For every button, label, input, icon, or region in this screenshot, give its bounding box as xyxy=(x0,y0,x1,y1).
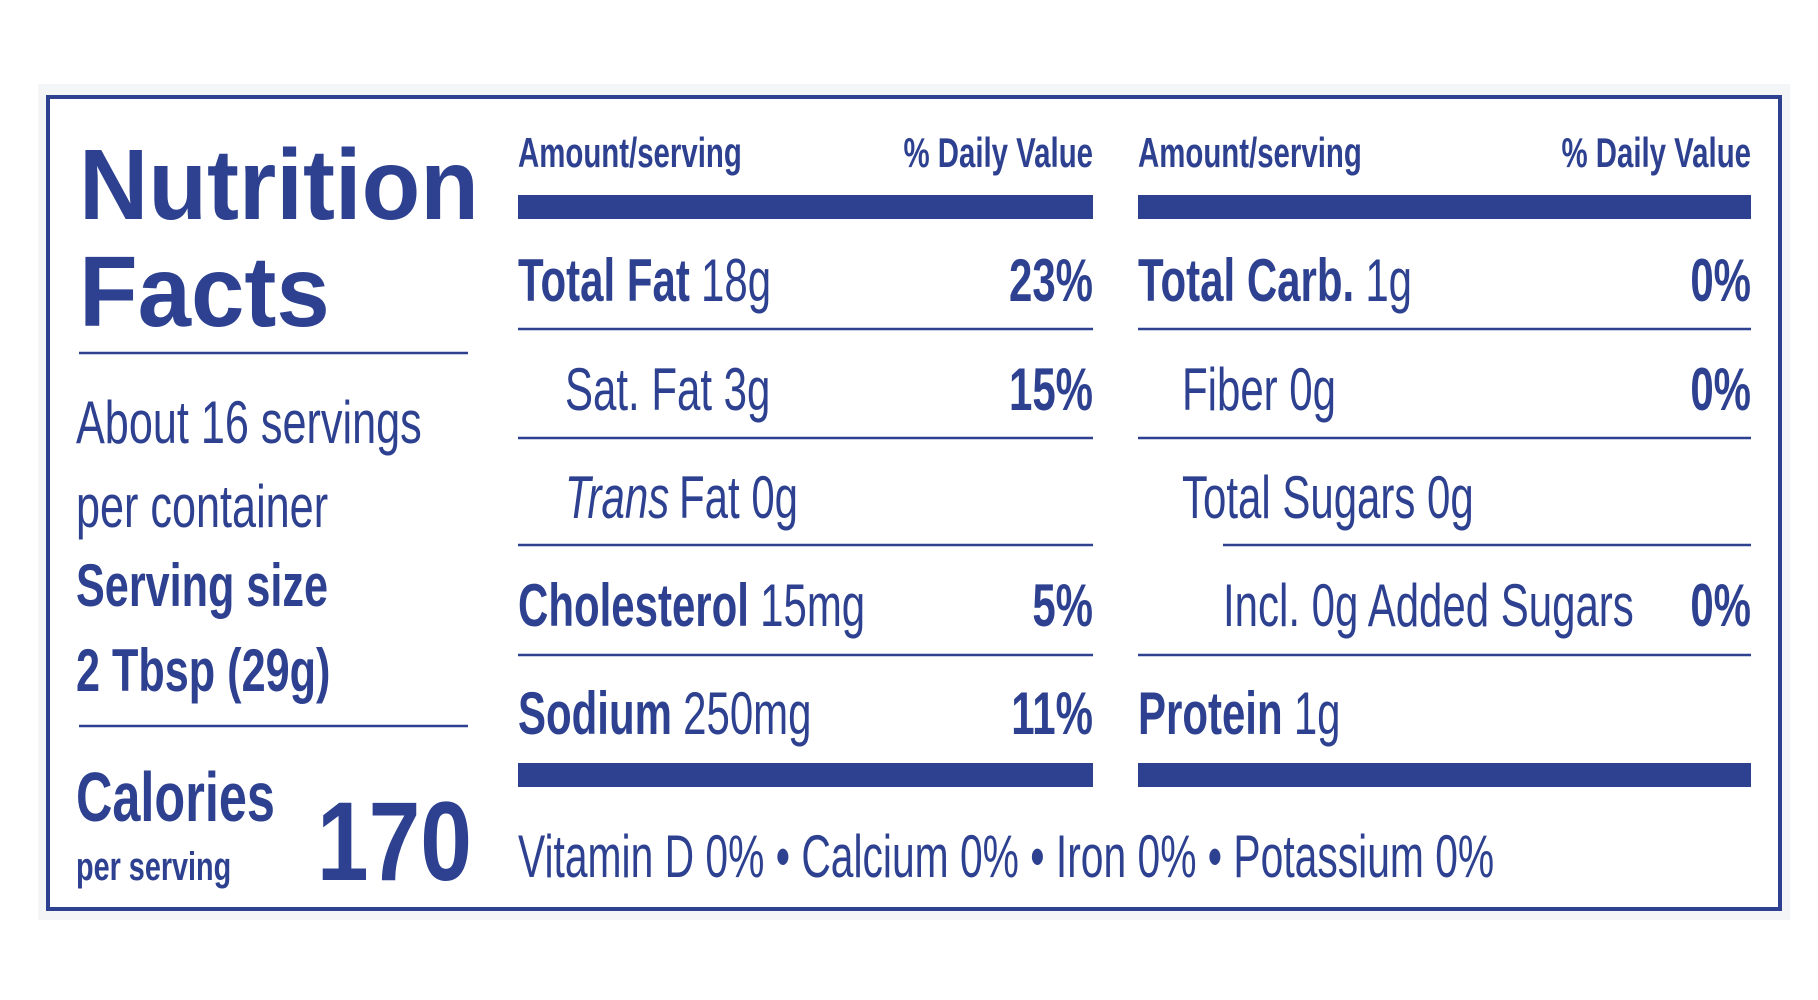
daily-value: 23% xyxy=(1009,247,1093,314)
nutrient-amount: 15mg xyxy=(760,572,865,639)
nutrient-row: Total Fat 18g xyxy=(518,247,771,314)
nutrient-text: Sat. Fat 3g xyxy=(565,356,770,423)
daily-value: 0% xyxy=(1690,572,1751,639)
serving-size-label: Serving size xyxy=(76,553,328,620)
nutrient-name: Total Fat xyxy=(518,247,690,314)
nutrient-text: Incl. 0g Added Sugars xyxy=(1223,572,1634,639)
vitamins-line: Vitamin D 0% • Calcium 0% • Iron 0% • Po… xyxy=(518,823,1494,890)
servings-text: About 16 servings xyxy=(76,390,422,457)
column-header: Amount/serving xyxy=(518,129,742,177)
title: Nutrition xyxy=(79,128,479,240)
nutrient-amount: 18g xyxy=(701,247,771,314)
title: Facts xyxy=(79,235,330,347)
column-header: % Daily Value xyxy=(903,129,1093,177)
daily-value: 11% xyxy=(1011,680,1093,747)
nutrient-amount: 1g xyxy=(1294,680,1341,747)
calories-label: Calories xyxy=(76,758,275,836)
nutrient-name-italic: Trans xyxy=(565,464,669,531)
daily-value: 0% xyxy=(1690,356,1751,423)
nutrient-row: Total Carb. 1g xyxy=(1138,247,1412,314)
nutrient-row: Cholesterol 15mg xyxy=(518,572,865,639)
nutrient-text: Total Sugars 0g xyxy=(1182,464,1474,531)
servings-text: per container xyxy=(76,474,328,541)
nutrient-text: Fiber 0g xyxy=(1182,356,1336,423)
nutrient-row: Total Sugars 0g xyxy=(1182,464,1474,531)
nutrient-row: Sat. Fat 3g xyxy=(565,356,770,423)
nutrient-row: Fiber 0g xyxy=(1182,356,1336,423)
nutrient-text: Fat 0g xyxy=(679,464,798,531)
daily-value: 15% xyxy=(1009,356,1093,423)
nutrient-row: Incl. 0g Added Sugars xyxy=(1223,572,1634,639)
nutrient-row: Trans Fat 0g xyxy=(565,464,798,531)
nutrient-amount: 1g xyxy=(1365,247,1412,314)
daily-value: 5% xyxy=(1032,572,1093,639)
serving-size-value: 2 Tbsp (29g) xyxy=(76,638,330,705)
daily-value: 0% xyxy=(1690,247,1751,314)
calories-sublabel: per serving xyxy=(76,844,231,889)
column-header: Amount/serving xyxy=(1138,129,1362,177)
nutrient-row: Protein 1g xyxy=(1138,680,1341,747)
nutrient-name: Protein xyxy=(1138,680,1283,747)
nutrient-row: Sodium 250mg xyxy=(518,680,812,747)
column-header: % Daily Value xyxy=(1561,129,1751,177)
nutrient-amount: 250mg xyxy=(683,680,811,747)
nutrient-name: Total Carb. xyxy=(1138,247,1354,314)
nutrient-name: Sodium xyxy=(518,680,672,747)
calories-value: 170 xyxy=(317,779,472,904)
nutrient-name: Cholesterol xyxy=(518,572,749,639)
